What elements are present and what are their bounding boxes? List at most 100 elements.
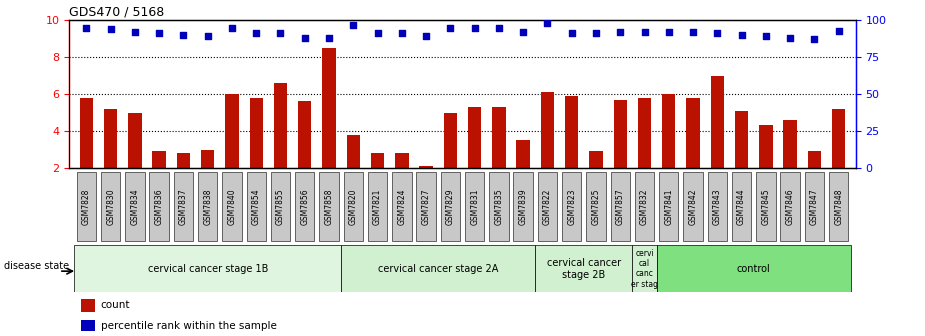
Bar — [468, 107, 481, 168]
Text: GSM7821: GSM7821 — [373, 188, 382, 225]
Text: GSM7832: GSM7832 — [640, 188, 649, 225]
Point — [516, 29, 531, 35]
Bar — [686, 98, 699, 168]
FancyBboxPatch shape — [465, 172, 485, 241]
Point — [79, 25, 93, 30]
Text: disease state: disease state — [4, 261, 69, 271]
Point — [104, 26, 118, 32]
FancyBboxPatch shape — [150, 172, 169, 241]
FancyBboxPatch shape — [440, 172, 460, 241]
Text: GSM7848: GSM7848 — [834, 188, 844, 225]
FancyBboxPatch shape — [368, 172, 388, 241]
Text: GSM7858: GSM7858 — [325, 188, 334, 225]
FancyBboxPatch shape — [271, 172, 290, 241]
Point — [540, 20, 555, 26]
FancyBboxPatch shape — [343, 172, 363, 241]
Point — [783, 35, 797, 41]
Bar — [81, 320, 95, 331]
Text: GSM7830: GSM7830 — [106, 188, 115, 225]
Text: GSM7856: GSM7856 — [301, 188, 309, 225]
Point — [297, 35, 312, 41]
Text: GSM7827: GSM7827 — [422, 188, 431, 225]
Text: cervi
cal
canc
er stag: cervi cal canc er stag — [631, 249, 658, 289]
Point — [394, 31, 409, 36]
Text: GSM7829: GSM7829 — [446, 188, 455, 225]
Bar — [274, 83, 287, 168]
Bar — [783, 120, 796, 168]
Point — [758, 34, 773, 39]
FancyBboxPatch shape — [198, 172, 217, 241]
Text: GSM7822: GSM7822 — [543, 188, 552, 225]
Point — [443, 25, 458, 30]
Text: GSM7836: GSM7836 — [154, 188, 164, 225]
FancyBboxPatch shape — [295, 172, 314, 241]
Text: GSM7847: GSM7847 — [810, 188, 819, 225]
Point — [613, 29, 628, 35]
FancyBboxPatch shape — [513, 172, 533, 241]
FancyBboxPatch shape — [756, 172, 775, 241]
Bar — [589, 151, 603, 168]
Bar — [759, 126, 772, 168]
Text: GSM7820: GSM7820 — [349, 188, 358, 225]
Bar — [565, 96, 578, 168]
Bar — [516, 140, 530, 168]
Bar — [541, 92, 554, 168]
Text: GSM7842: GSM7842 — [688, 188, 697, 225]
Text: GSM7837: GSM7837 — [179, 188, 188, 225]
FancyBboxPatch shape — [125, 172, 144, 241]
Point — [807, 37, 821, 42]
Point — [467, 25, 482, 30]
Text: GSM7846: GSM7846 — [785, 188, 795, 225]
FancyBboxPatch shape — [684, 172, 703, 241]
Bar — [492, 107, 506, 168]
FancyBboxPatch shape — [635, 172, 654, 241]
Bar — [419, 166, 433, 168]
Point — [685, 29, 700, 35]
Point — [201, 34, 216, 39]
Point — [709, 31, 724, 36]
Text: GSM7831: GSM7831 — [470, 188, 479, 225]
FancyBboxPatch shape — [489, 172, 509, 241]
Text: GSM7841: GSM7841 — [664, 188, 673, 225]
Text: GSM7844: GSM7844 — [737, 188, 746, 225]
Text: percentile rank within the sample: percentile rank within the sample — [101, 321, 277, 331]
FancyBboxPatch shape — [657, 245, 851, 292]
Bar — [395, 153, 409, 168]
Point — [637, 29, 652, 35]
Bar — [347, 135, 360, 168]
Text: GSM7834: GSM7834 — [130, 188, 140, 225]
Text: GSM7838: GSM7838 — [204, 188, 212, 225]
Point — [419, 34, 434, 39]
Text: count: count — [101, 300, 130, 310]
FancyBboxPatch shape — [77, 172, 96, 241]
Bar — [322, 48, 336, 168]
Text: GSM7825: GSM7825 — [591, 188, 600, 225]
Point — [734, 32, 749, 38]
FancyBboxPatch shape — [341, 245, 536, 292]
FancyBboxPatch shape — [74, 245, 341, 292]
Point — [588, 31, 603, 36]
Bar — [104, 109, 117, 168]
Text: GSM7840: GSM7840 — [228, 188, 237, 225]
FancyBboxPatch shape — [829, 172, 848, 241]
Bar — [250, 98, 263, 168]
Point — [249, 31, 264, 36]
Bar — [129, 113, 142, 168]
Point — [491, 25, 506, 30]
Text: cervical cancer stage 1B: cervical cancer stage 1B — [147, 264, 268, 274]
FancyBboxPatch shape — [319, 172, 339, 241]
Point — [273, 31, 288, 36]
Text: GSM7855: GSM7855 — [276, 188, 285, 225]
FancyBboxPatch shape — [586, 172, 606, 241]
Bar — [177, 153, 191, 168]
FancyBboxPatch shape — [732, 172, 751, 241]
FancyBboxPatch shape — [660, 172, 678, 241]
Text: GSM7835: GSM7835 — [494, 188, 503, 225]
Text: GSM7845: GSM7845 — [761, 188, 771, 225]
Point — [564, 31, 579, 36]
Bar — [710, 76, 724, 168]
FancyBboxPatch shape — [537, 172, 557, 241]
FancyBboxPatch shape — [222, 172, 241, 241]
Bar — [734, 111, 748, 168]
Text: GSM7854: GSM7854 — [252, 188, 261, 225]
